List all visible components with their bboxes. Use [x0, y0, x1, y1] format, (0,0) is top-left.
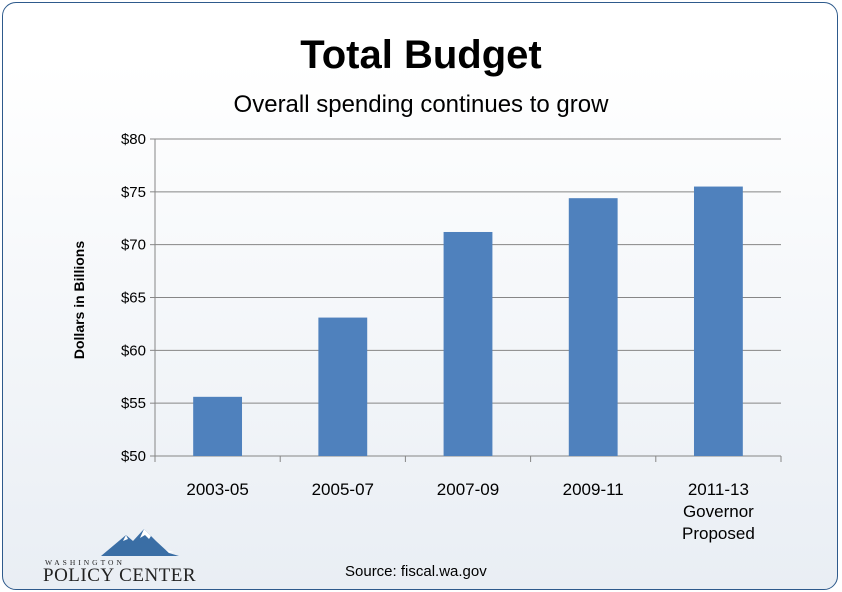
y-tick-label: $55 — [121, 395, 146, 412]
bar — [318, 317, 368, 456]
bar — [443, 231, 493, 456]
bar-chart: $50 $55 $60 $65 $70 $75 $80 2003-05 2005-07 2007-… — [121, 131, 782, 543]
x-category-label: 2011-13 — [688, 480, 749, 499]
y-tick-label: $50 — [121, 448, 146, 465]
y-tick-label: $65 — [121, 290, 146, 307]
logo-main-text: POLICY CENTER — [43, 565, 197, 586]
bar — [693, 186, 743, 457]
x-category-label: Governor — [683, 502, 754, 521]
y-tick-label: $75 — [121, 184, 146, 201]
bar — [193, 396, 243, 456]
logo-top-text: WASHINGTON — [45, 558, 125, 567]
source-note: Source: fiscal.wa.gov — [345, 563, 487, 580]
x-category-label: Proposed — [682, 524, 755, 543]
chart-title: Total Budget — [300, 33, 542, 77]
chart-subtitle: Overall spending continues to grow — [233, 91, 609, 118]
y-tick-label: $80 — [121, 131, 146, 148]
x-category-label: 2009-11 — [563, 480, 624, 499]
mountain-icon — [101, 529, 179, 556]
x-category-label: 2007-09 — [437, 480, 499, 499]
y-tick-label: $70 — [121, 237, 146, 254]
washington-policy-center-logo: WASHINGTON POLICY CENTER — [41, 523, 216, 586]
bar — [568, 198, 618, 456]
y-tick-label: $60 — [121, 342, 146, 359]
x-category-label: 2003-05 — [186, 480, 248, 499]
x-category-label: 2005-07 — [312, 480, 374, 499]
